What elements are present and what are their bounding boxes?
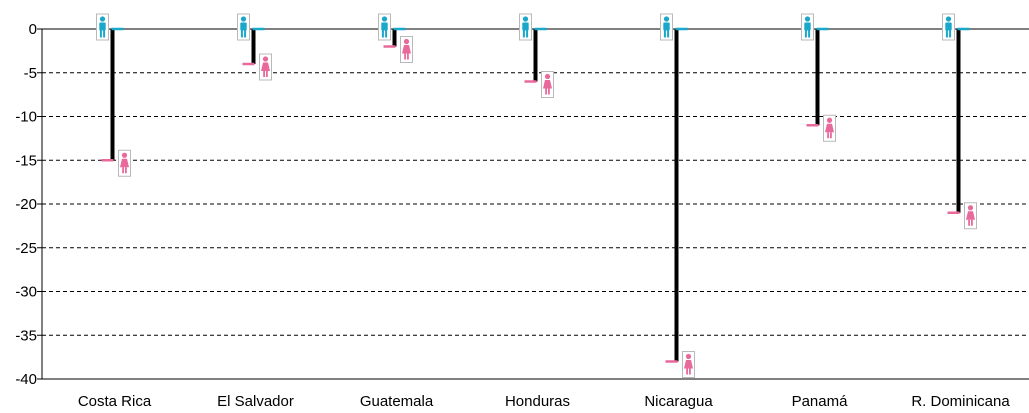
x-axis: Costa Rica El Salvador Guatemala Honduras Ni… [42, 378, 1029, 410]
man-icon [660, 13, 673, 41]
y-tick-label: -5 [24, 65, 37, 82]
y-tick-label: -30 [15, 284, 37, 301]
man-icon [378, 13, 391, 41]
x-category-label: Honduras [505, 393, 570, 410]
x-category-label: Panamá [792, 393, 849, 410]
y-axis: 0 -5 -10 -15 -20 -25 -30 -35 -40 [15, 21, 43, 388]
x-category-label: Guatemala [360, 393, 434, 410]
woman-icon [118, 149, 131, 177]
x-category-label: El Salvador [217, 393, 294, 410]
data-marks [96, 13, 977, 378]
woman-icon [682, 351, 695, 378]
y-tick-label: -25 [15, 240, 37, 257]
man-icon [801, 13, 814, 41]
man-icon [237, 13, 250, 41]
woman-icon [823, 114, 836, 142]
x-category-label: R. Dominicana [911, 393, 1010, 410]
x-category-label: Nicaragua [644, 393, 713, 410]
woman-icon [541, 71, 554, 98]
man-icon [519, 13, 532, 41]
woman-icon [259, 53, 272, 81]
man-icon [96, 13, 109, 41]
y-tick-label: -35 [15, 327, 37, 344]
man-icon [942, 13, 955, 41]
x-category-label: Costa Rica [78, 393, 152, 410]
woman-icon [964, 202, 977, 230]
y-tick-label: -20 [15, 196, 37, 213]
woman-icon [400, 36, 413, 63]
y-tick-label: 0 [29, 21, 37, 38]
y-tick-label: -40 [15, 371, 37, 388]
y-tick-label: -10 [15, 109, 37, 126]
y-tick-label: -15 [15, 152, 37, 169]
